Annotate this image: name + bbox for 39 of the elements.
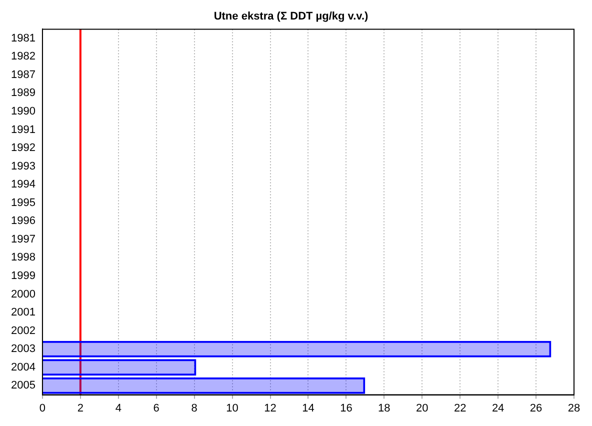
y-tick-label: 1992 xyxy=(10,142,36,154)
y-tick-label: 2003 xyxy=(10,343,36,356)
x-tick-label: 6 xyxy=(153,402,160,414)
x-tick-label: 12 xyxy=(264,402,276,414)
x-tick-label: 20 xyxy=(416,402,428,414)
y-tick-label: 1994 xyxy=(10,178,36,191)
y-tick-label: 2005 xyxy=(10,380,36,392)
bar xyxy=(42,340,552,358)
x-tick-label: 26 xyxy=(530,402,542,414)
y-tick-label: 1981 xyxy=(10,32,36,44)
y-tick-label: 1993 xyxy=(10,160,36,172)
y-tick-label: 1987 xyxy=(10,68,36,81)
y-tick-label: 1989 xyxy=(10,87,36,100)
y-tick-label: 2001 xyxy=(10,306,36,319)
x-tick-label: 4 xyxy=(115,402,122,414)
y-tick-label: 1996 xyxy=(10,215,36,228)
x-tick-label: 22 xyxy=(454,402,466,414)
y-tick-label: 2004 xyxy=(10,361,36,374)
x-tick-label: 28 xyxy=(568,402,580,414)
y-tick-label: 1990 xyxy=(10,105,36,118)
y-tick-label: 2002 xyxy=(10,324,36,337)
y-tick-label: 2000 xyxy=(10,288,36,300)
bar xyxy=(42,359,196,376)
y-tick-label: 1997 xyxy=(10,233,36,246)
y-tick-label: 1995 xyxy=(10,196,36,209)
x-tick-label: 8 xyxy=(191,402,198,414)
chart-title: Utne ekstra (Σ DDT µg/kg v.v.) xyxy=(214,10,369,23)
y-tick-label: 1982 xyxy=(10,50,36,63)
y-tick-label: 1999 xyxy=(10,270,36,282)
y-tick-label: 1991 xyxy=(10,124,36,136)
bar xyxy=(42,377,366,394)
x-tick-label: 14 xyxy=(302,402,314,414)
x-tick-label: 2 xyxy=(77,402,84,414)
x-tick-label: 16 xyxy=(340,402,352,414)
x-tick-label: 18 xyxy=(378,402,390,414)
y-tick-label: 1998 xyxy=(10,252,36,264)
x-tick-label: 10 xyxy=(226,402,238,414)
x-tick-label: 24 xyxy=(492,402,504,414)
x-tick-label: 0 xyxy=(39,402,46,414)
